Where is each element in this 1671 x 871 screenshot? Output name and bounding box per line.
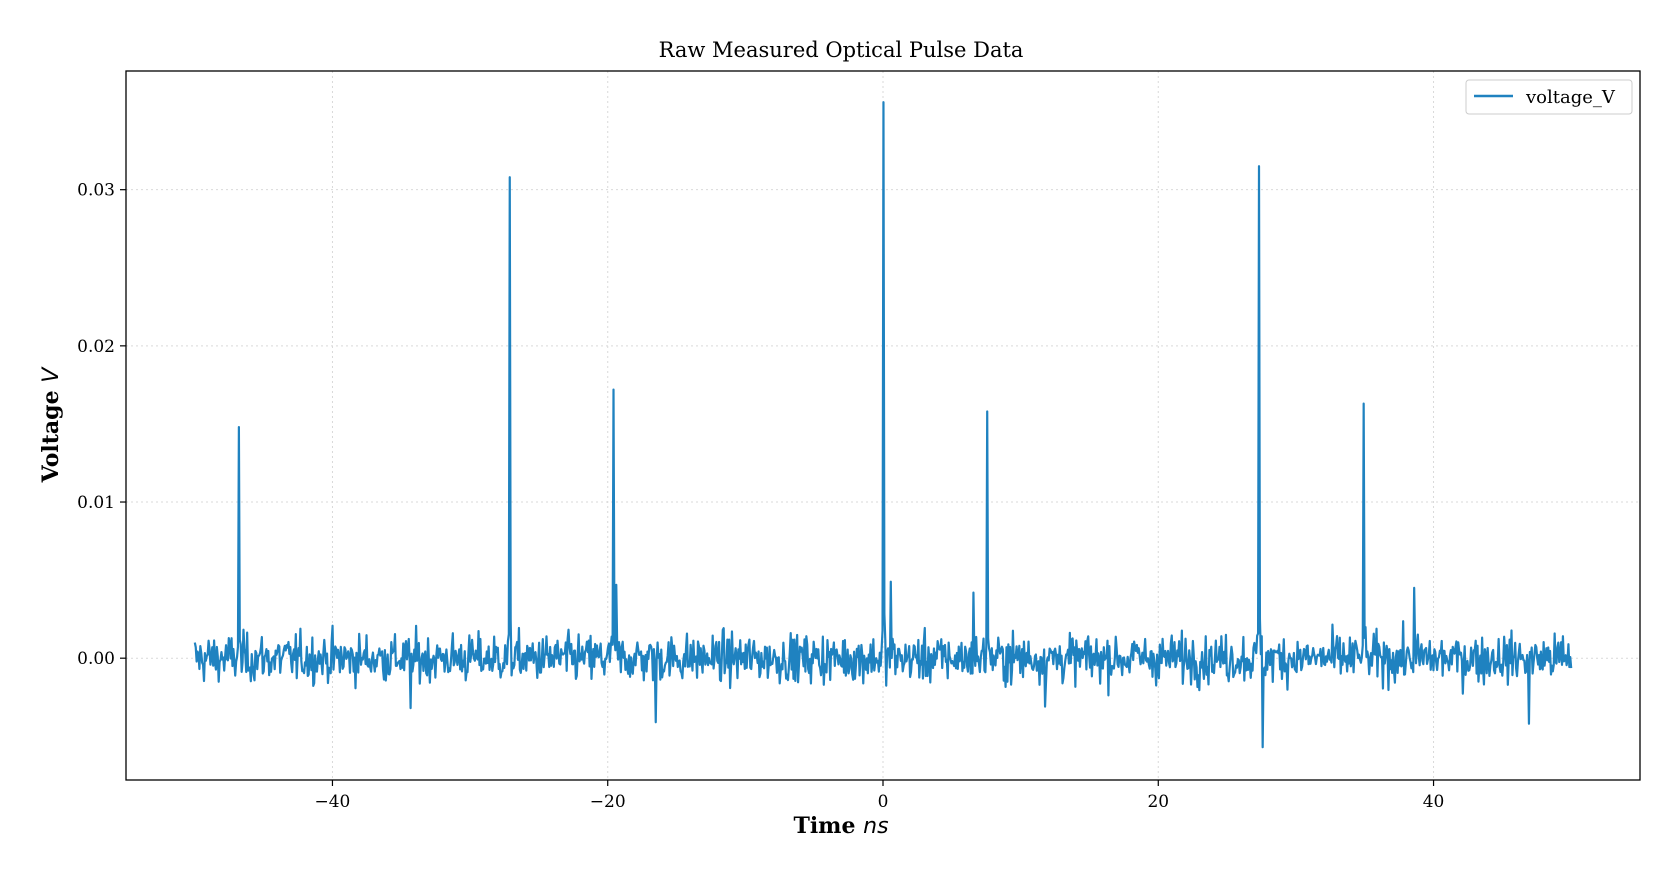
x-axis-label-text: Time xyxy=(793,813,855,839)
series-line-voltage-v xyxy=(193,101,1573,749)
x-axis-label: Time ns xyxy=(793,813,888,839)
y-tick-label: 0.00 xyxy=(77,649,115,669)
y-tick-label: 0.01 xyxy=(77,493,115,513)
x-tick-label: −20 xyxy=(590,792,626,812)
y-axis-unit: V xyxy=(39,366,64,383)
x-axis: −40 −20 0 20 40 xyxy=(315,780,1445,812)
legend: voltage_V xyxy=(1465,79,1633,115)
series-group xyxy=(193,101,1573,749)
x-tick-label: 0 xyxy=(878,792,889,812)
y-tick-label: 0.03 xyxy=(77,181,115,201)
x-tick-label: 20 xyxy=(1147,792,1169,812)
y-axis-label: Voltage V xyxy=(38,366,64,484)
y-axis-label-text: Voltage xyxy=(38,390,64,483)
legend-box xyxy=(1465,79,1633,115)
legend-label-voltage-v: voltage_V xyxy=(1525,87,1616,108)
y-axis: 0.00 0.01 0.02 0.03 xyxy=(77,181,126,669)
y-tick-label: 0.02 xyxy=(77,337,115,357)
x-tick-label: −40 xyxy=(315,792,351,812)
x-axis-unit: ns xyxy=(863,814,888,839)
x-tick-label: 40 xyxy=(1423,792,1445,812)
chart-title: Raw Measured Optical Pulse Data xyxy=(659,38,1024,62)
